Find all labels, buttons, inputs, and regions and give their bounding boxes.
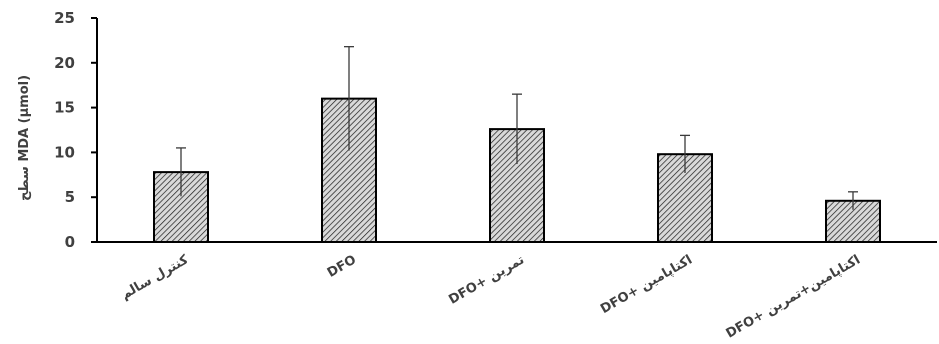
error-bars	[176, 46, 858, 210]
y-tick-label: 25	[54, 9, 75, 27]
x-tick-label: DFO+ اکتاپامین	[598, 252, 695, 317]
x-axis: کنترل سالم DFO DFO+ تمرین DFO+ اکتاپامین DFO…	[97, 241, 937, 342]
y-tick-label: 10	[54, 143, 75, 161]
y-tick-label: 20	[54, 54, 75, 72]
y-tick-label: 0	[65, 233, 75, 251]
x-tick-label: DFO	[325, 252, 359, 280]
y-axis: 0 5 10 15 20 25	[54, 9, 98, 251]
x-tick-label: DFO+ تمرین	[446, 252, 527, 307]
y-tick-label: 15	[54, 99, 75, 117]
x-tick-label: کنترل سالم	[119, 252, 192, 303]
y-tick-label: 5	[65, 188, 75, 206]
y-axis-title: سطح MDA (µmol)	[17, 75, 32, 201]
x-tick-label: DFO+ اکتاپامین+تمرین	[724, 252, 863, 341]
